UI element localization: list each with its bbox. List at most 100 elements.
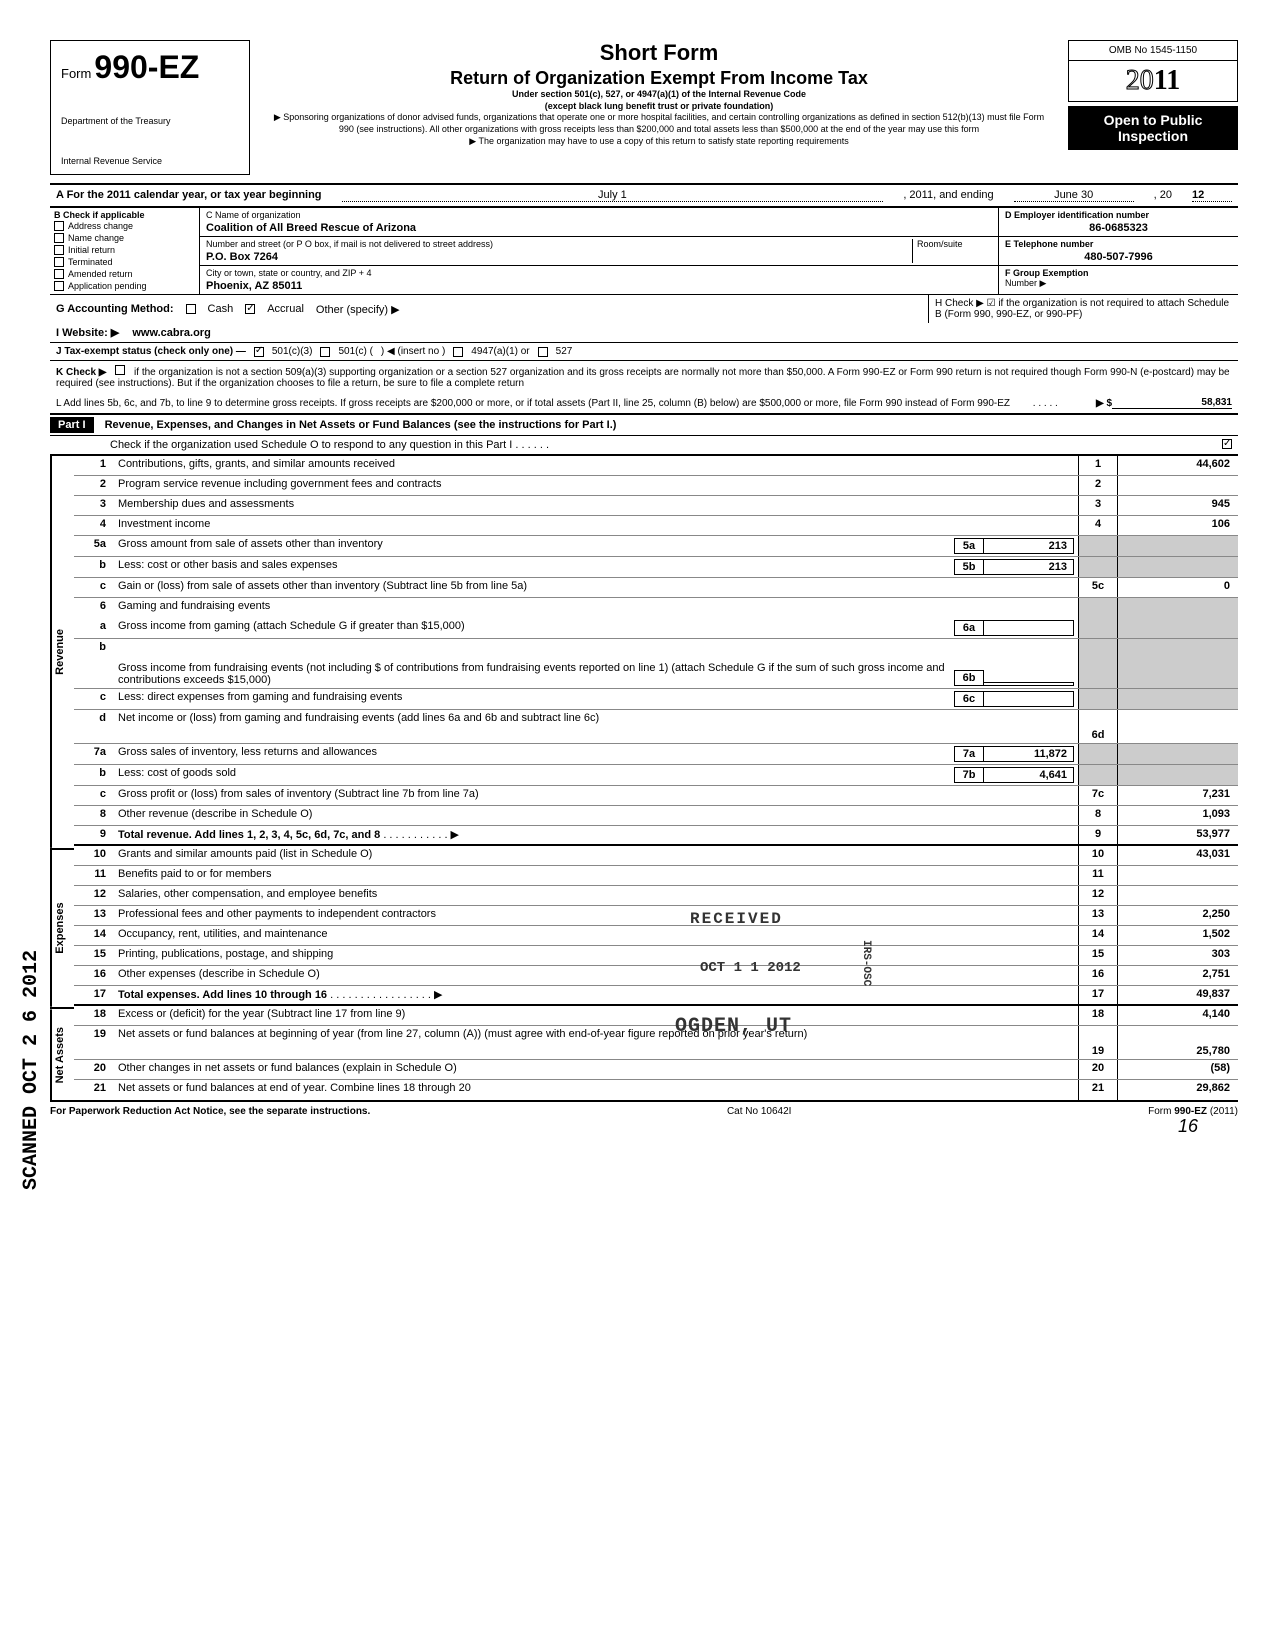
- org-name-label: C Name of organization: [206, 210, 992, 220]
- phone-label: E Telephone number: [1005, 239, 1232, 249]
- cb-schedule-o[interactable]: [1222, 439, 1232, 449]
- stamp-date: OCT 1 1 2012: [700, 960, 801, 976]
- section-k: K Check ▶ if the organization is not a s…: [50, 360, 1238, 393]
- form-header: Form 990-EZ Department of the Treasury I…: [50, 40, 1238, 175]
- sponsor-text: ▶ Sponsoring organizations of donor advi…: [270, 112, 1048, 135]
- cb-cash[interactable]: [186, 304, 196, 314]
- scanned-stamp: SCANNED OCT 2 6 2012: [20, 950, 43, 1190]
- form-container: Form 990-EZ Department of the Treasury I…: [50, 40, 1238, 1117]
- stamp-received: RECEIVED: [690, 910, 783, 928]
- cb-terminated[interactable]: Terminated: [54, 256, 195, 268]
- section-i-row: I Website: ▶ www.cabra.org: [50, 323, 1238, 342]
- stamp-ogden: OGDEN, UT: [675, 1015, 792, 1038]
- form-number-box: Form 990-EZ Department of the Treasury I…: [50, 40, 250, 175]
- group-exemption-cell: F Group Exemption Number ▶: [999, 266, 1238, 291]
- part1-label: Part I: [50, 417, 94, 433]
- open-line1: Open to Public: [1072, 112, 1234, 128]
- section-a-label: A For the 2011 calendar year, or tax yea…: [56, 189, 322, 202]
- city-value: Phoenix, AZ 85011: [206, 278, 992, 292]
- lines-column: 1Contributions, gifts, grants, and simil…: [74, 456, 1238, 1100]
- dept-treasury: Department of the Treasury: [61, 116, 239, 126]
- return-title: Return of Organization Exempt From Incom…: [270, 68, 1048, 89]
- tax-year-box: 2011: [1068, 61, 1238, 102]
- section-gh-row: G Accounting Method: Cash Accrual Other …: [50, 294, 1238, 323]
- footer-row: For Paperwork Reduction Act Notice, see …: [50, 1100, 1238, 1117]
- cb-app-pending[interactable]: Application pending: [54, 280, 195, 292]
- copy-note: ▶ The organization may have to use a cop…: [270, 136, 1048, 148]
- form-number: 990-EZ: [94, 49, 199, 85]
- org-name-cell: C Name of organization Coalition of All …: [200, 208, 998, 237]
- cb-name-change[interactable]: Name change: [54, 232, 195, 244]
- city-label: City or town, state or country, and ZIP …: [206, 268, 992, 278]
- line-6: 6Gaming and fundraising events: [74, 598, 1238, 618]
- section-bcd: B Check if applicable Address change Nam…: [50, 206, 1238, 294]
- form-prefix: Form: [61, 66, 91, 81]
- line-14: 14Occupancy, rent, utilities, and mainte…: [74, 926, 1238, 946]
- except-text: (except black lung benefit trust or priv…: [270, 101, 1048, 113]
- section-c-column: C Name of organization Coalition of All …: [200, 208, 998, 294]
- line-17: 17Total expenses. Add lines 10 through 1…: [74, 986, 1238, 1006]
- dept-irs: Internal Revenue Service: [61, 156, 239, 166]
- right-header-boxes: OMB No 1545-1150 2011 Open to Public Ins…: [1068, 40, 1238, 150]
- website-label: I Website: ▶: [56, 327, 119, 339]
- k-text: if the organization is not a section 509…: [56, 367, 1230, 389]
- end-year-prefix: , 20: [1154, 189, 1172, 202]
- cb-527[interactable]: [538, 347, 548, 357]
- cb-501c3[interactable]: [254, 347, 264, 357]
- website-value: www.cabra.org: [122, 327, 210, 339]
- end-year: 12: [1192, 189, 1232, 202]
- line-13: 13Professional fees and other payments t…: [74, 906, 1238, 926]
- l-amount: 58,831: [1112, 397, 1232, 409]
- line-9: 9Total revenue. Add lines 1, 2, 3, 4, 5c…: [74, 826, 1238, 846]
- line-3: 3Membership dues and assessments 3945: [74, 496, 1238, 516]
- line-2: 2Program service revenue including gover…: [74, 476, 1238, 496]
- cb-501c[interactable]: [320, 347, 330, 357]
- section-d-column: D Employer identification number 86-0685…: [998, 208, 1238, 294]
- section-l: L Add lines 5b, 6c, and 7b, to line 9 to…: [50, 393, 1238, 413]
- section-a-row: A For the 2011 calendar year, or tax yea…: [50, 183, 1238, 206]
- side-net-assets: Net Assets: [50, 1009, 68, 1100]
- footer-left: For Paperwork Reduction Act Notice, see …: [50, 1106, 370, 1117]
- l-text: L Add lines 5b, 6c, and 7b, to line 9 to…: [56, 398, 1010, 409]
- address-value: P.O. Box 7264: [206, 249, 912, 263]
- cb-initial-return[interactable]: Initial return: [54, 244, 195, 256]
- short-form-title: Short Form: [270, 40, 1048, 66]
- line-5b: bLess: cost or other basis and sales exp…: [74, 557, 1238, 578]
- k-label: K Check ▶: [56, 367, 106, 378]
- part1-check-o-row: Check if the organization used Schedule …: [50, 436, 1238, 454]
- cb-k[interactable]: [115, 365, 125, 375]
- l-arrow: ▶ $: [1096, 398, 1112, 409]
- cb-address-change[interactable]: Address change: [54, 220, 195, 232]
- line-6c: cLess: direct expenses from gaming and f…: [74, 689, 1238, 710]
- ein-cell: D Employer identification number 86-0685…: [999, 208, 1238, 237]
- room-label: Room/suite: [917, 239, 992, 249]
- section-b-title: B Check if applicable: [54, 210, 195, 220]
- line-19: 19Net assets or fund balances at beginni…: [74, 1026, 1238, 1060]
- other-specify: Other (specify) ▶: [316, 303, 400, 316]
- section-b-column: B Check if applicable Address change Nam…: [50, 208, 200, 294]
- line-5c: cGain or (loss) from sale of assets othe…: [74, 578, 1238, 598]
- l-dots: . . . . .: [1013, 398, 1078, 409]
- line-1: 1Contributions, gifts, grants, and simil…: [74, 456, 1238, 476]
- line-15: 15Printing, publications, postage, and s…: [74, 946, 1238, 966]
- ein-value: 86-0685323: [1005, 220, 1232, 234]
- under-section: Under section 501(c), 527, or 4947(a)(1)…: [270, 89, 1048, 101]
- year-mid-text: , 2011, and ending: [903, 189, 993, 202]
- line-6d: dNet income or (loss) from gaming and fu…: [74, 710, 1238, 744]
- cb-accrual[interactable]: [245, 304, 255, 314]
- line-10: 10Grants and similar amounts paid (list …: [74, 846, 1238, 866]
- line-8: 8Other revenue (describe in Schedule O) …: [74, 806, 1238, 826]
- section-h-text: H Check ▶ ☑ if the organization is not r…: [928, 295, 1238, 323]
- line-16: 16Other expenses (describe in Schedule O…: [74, 966, 1238, 986]
- cb-amended[interactable]: Amended return: [54, 268, 195, 280]
- line-11: 11Benefits paid to or for members 11: [74, 866, 1238, 886]
- section-j-label: J Tax-exempt status (check only one) —: [56, 346, 246, 357]
- line-20: 20Other changes in net assets or fund ba…: [74, 1060, 1238, 1080]
- begin-date: July 1: [342, 189, 884, 202]
- cb-4947[interactable]: [453, 347, 463, 357]
- org-name-value: Coalition of All Breed Rescue of Arizona: [206, 220, 992, 234]
- open-line2: Inspection: [1072, 128, 1234, 144]
- line-5a: 5aGross amount from sale of assets other…: [74, 536, 1238, 557]
- part1-grid: Revenue Expenses Net Assets 1Contributio…: [50, 454, 1238, 1100]
- line-7c: cGross profit or (loss) from sales of in…: [74, 786, 1238, 806]
